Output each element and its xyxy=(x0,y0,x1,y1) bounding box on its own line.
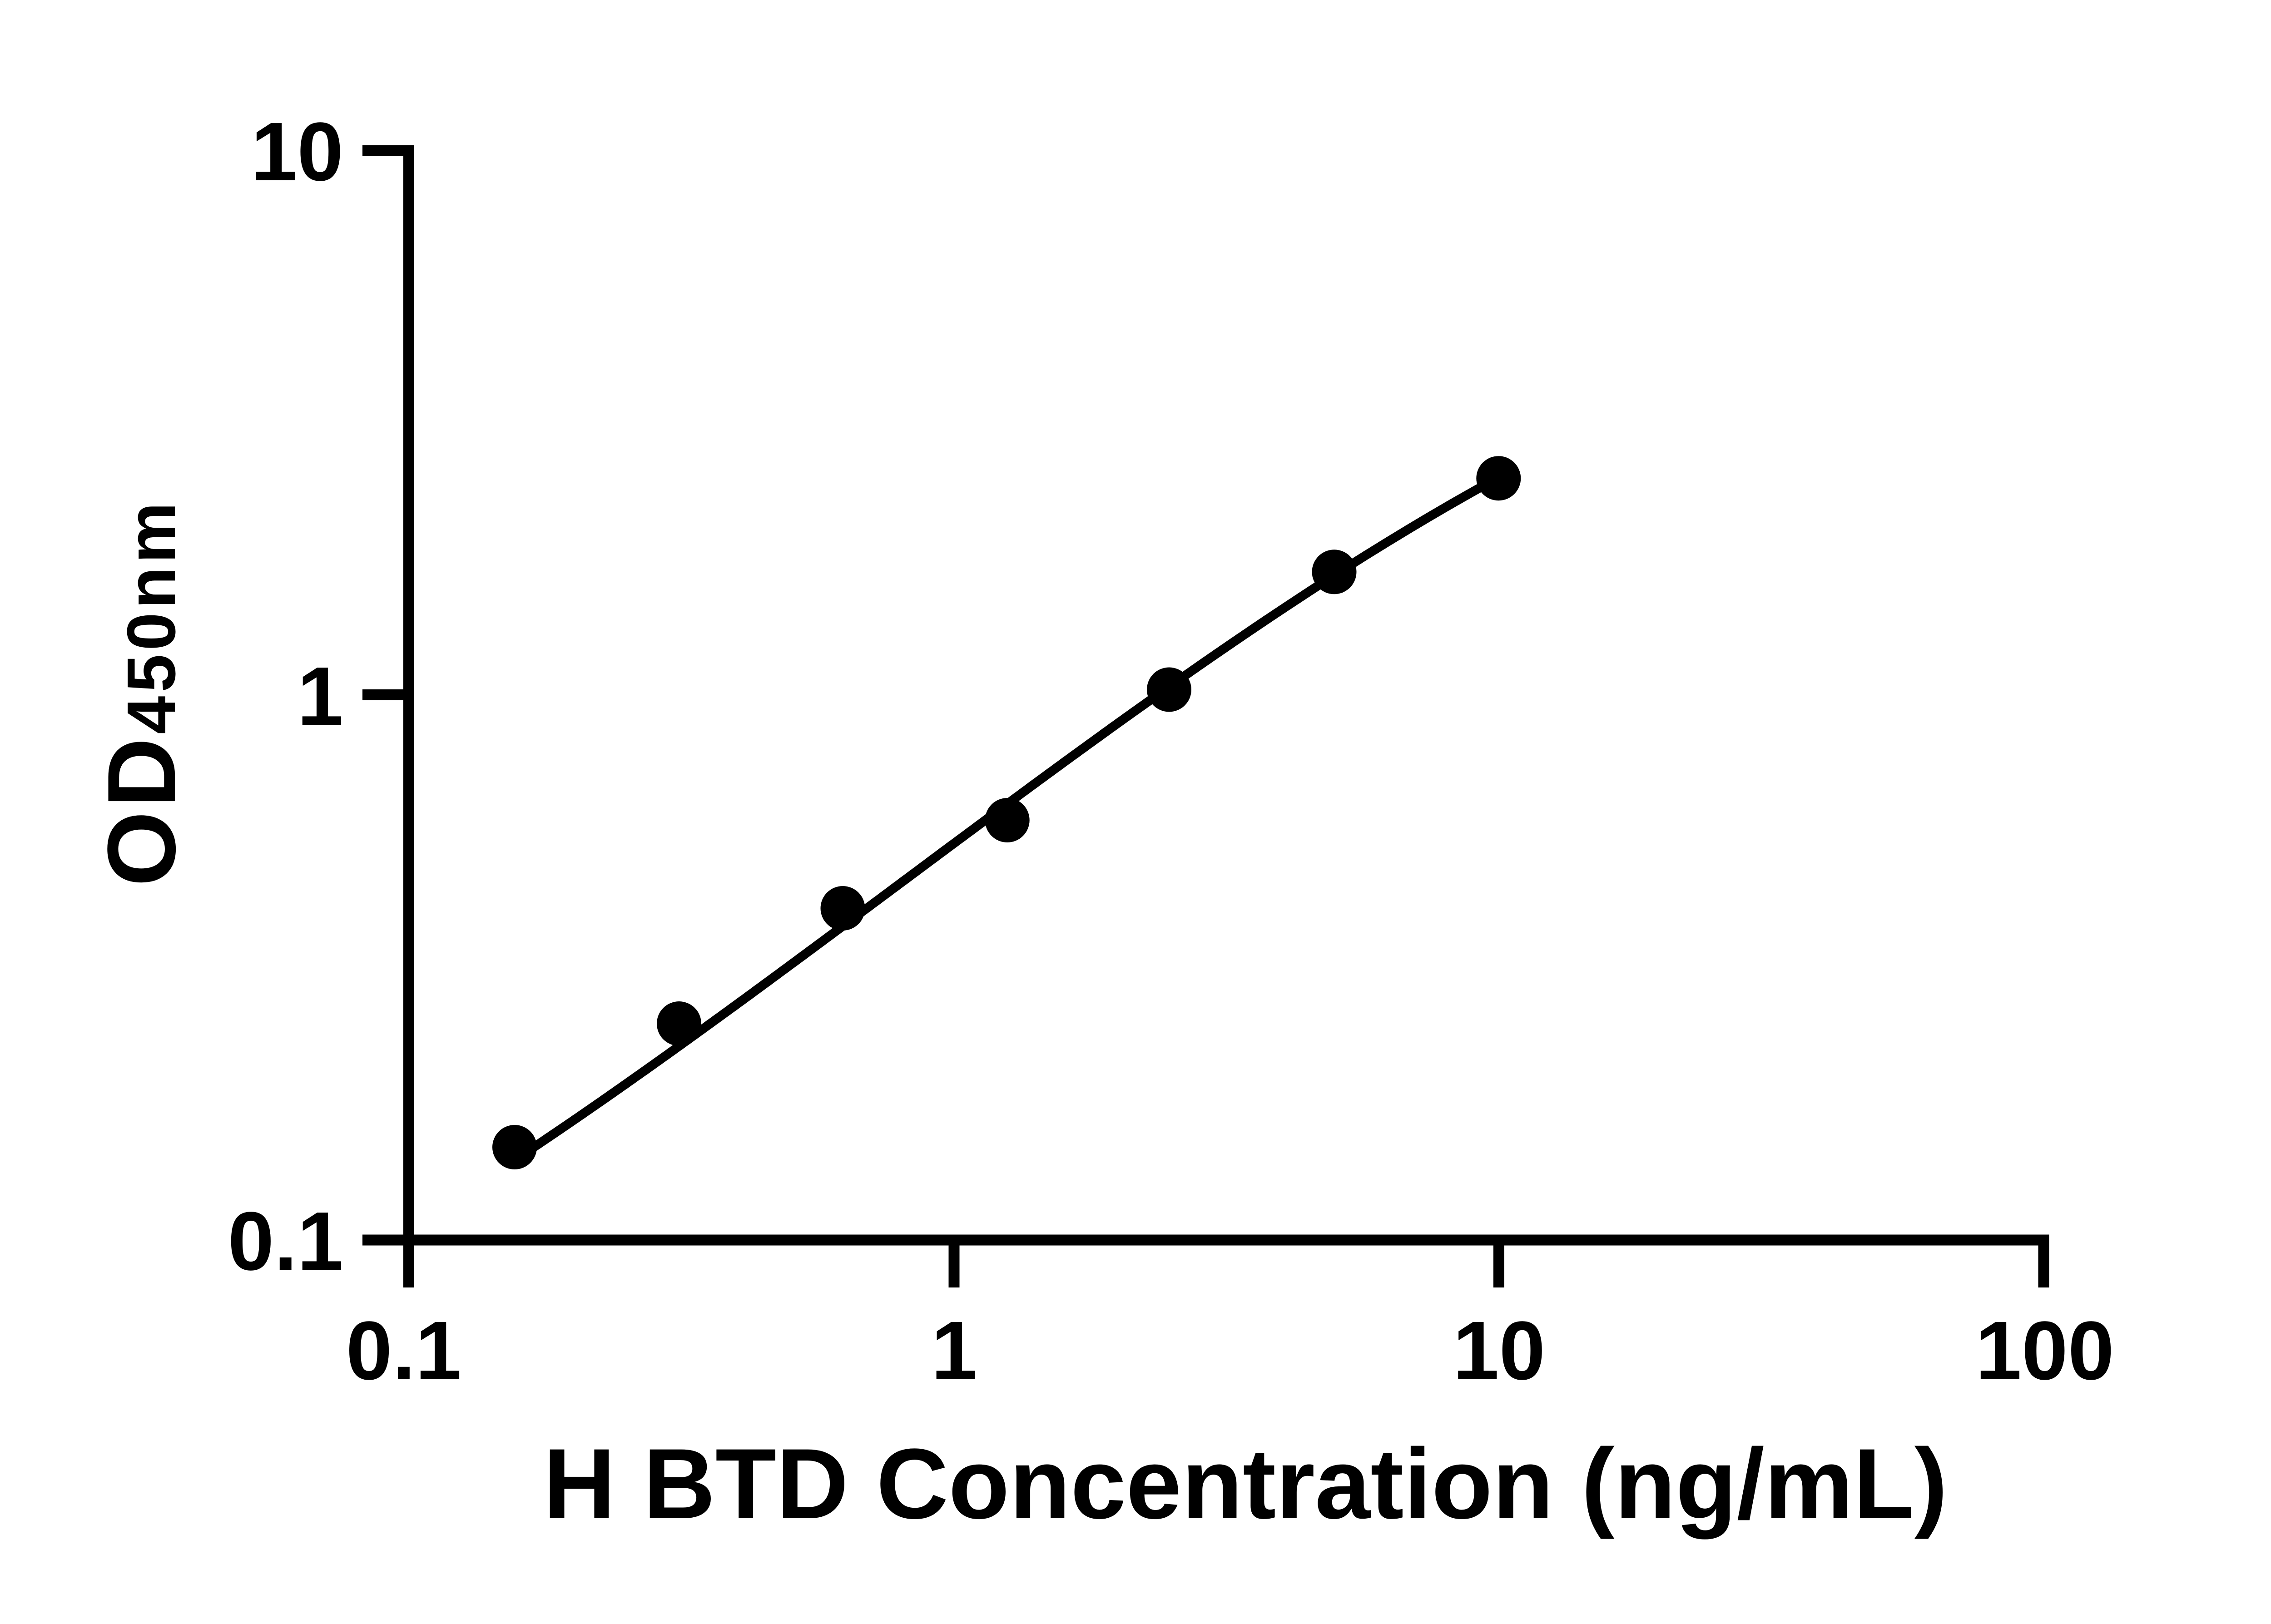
svg-text:1: 1 xyxy=(931,1304,977,1397)
svg-text:10: 10 xyxy=(1453,1304,1546,1397)
svg-text:100: 100 xyxy=(1975,1304,2114,1397)
svg-text:H BTD Concentration (ng/mL): H BTD Concentration (ng/mL) xyxy=(543,1428,1948,1540)
svg-text:0.1: 0.1 xyxy=(228,1194,343,1287)
svg-text:0.1: 0.1 xyxy=(346,1304,461,1397)
svg-text:10: 10 xyxy=(251,105,343,198)
svg-text:1: 1 xyxy=(297,649,343,743)
